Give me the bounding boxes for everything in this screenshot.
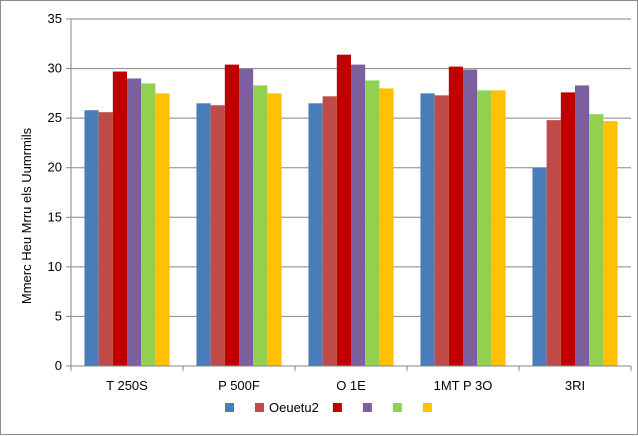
y-axis-title: Mmerc Heu Mrru els Uumrmils [19,127,34,304]
bar [351,64,366,366]
bar [546,120,561,366]
y-tick-label: 35 [48,11,62,26]
bar [239,68,254,367]
y-tick-label: 0 [55,358,62,373]
bar [336,54,351,366]
y-tick-label: 5 [55,308,62,323]
bar [589,114,604,366]
bar [379,88,394,367]
legend-swatch [225,403,234,412]
legend: Oeuetu2 [225,400,432,415]
x-tick-label: 1MT P 3O [434,378,493,393]
y-tick-label: 20 [48,160,62,175]
bar [434,95,449,366]
bar [463,69,478,366]
bar [448,66,463,367]
y-tick-labels: 0 5 10 15 20 25 30 35 [48,11,62,373]
legend-swatch [392,403,402,412]
bar [308,103,323,367]
legend-swatch [362,403,372,412]
bars [84,54,618,367]
x-tick-label: O 1E [336,378,366,393]
y-tick-label: 15 [48,209,62,224]
x-tick-label: T 250S [106,378,148,393]
bar [560,92,575,366]
legend-swatch [332,403,342,412]
bar [322,96,337,367]
legend-swatch [422,403,432,412]
bar [267,93,282,366]
y-tick-label: 25 [48,110,62,125]
bar [477,90,492,366]
bar [491,90,506,366]
bar [224,64,239,366]
y-tick-label: 10 [48,259,62,274]
bar [127,78,142,366]
bar [532,167,547,366]
bar [141,83,156,366]
bar [603,121,618,366]
x-tick-label: 3RI [565,378,585,393]
bar [575,85,590,366]
legend-swatch [255,403,264,412]
bar [420,93,435,366]
bar [253,85,268,366]
x-tick-labels: T 250S P 500F O 1E 1MT P 3O 3RI [106,378,585,393]
y-tick-label: 30 [48,61,62,76]
bar [196,103,211,367]
legend-label: Oeuetu2 [269,400,319,415]
bar [210,105,225,367]
bar [365,80,380,367]
axes [70,19,632,371]
bar [84,110,99,366]
bar [98,112,113,367]
bar [155,93,170,366]
bar [112,71,127,366]
x-tick-label: P 500F [218,378,260,393]
